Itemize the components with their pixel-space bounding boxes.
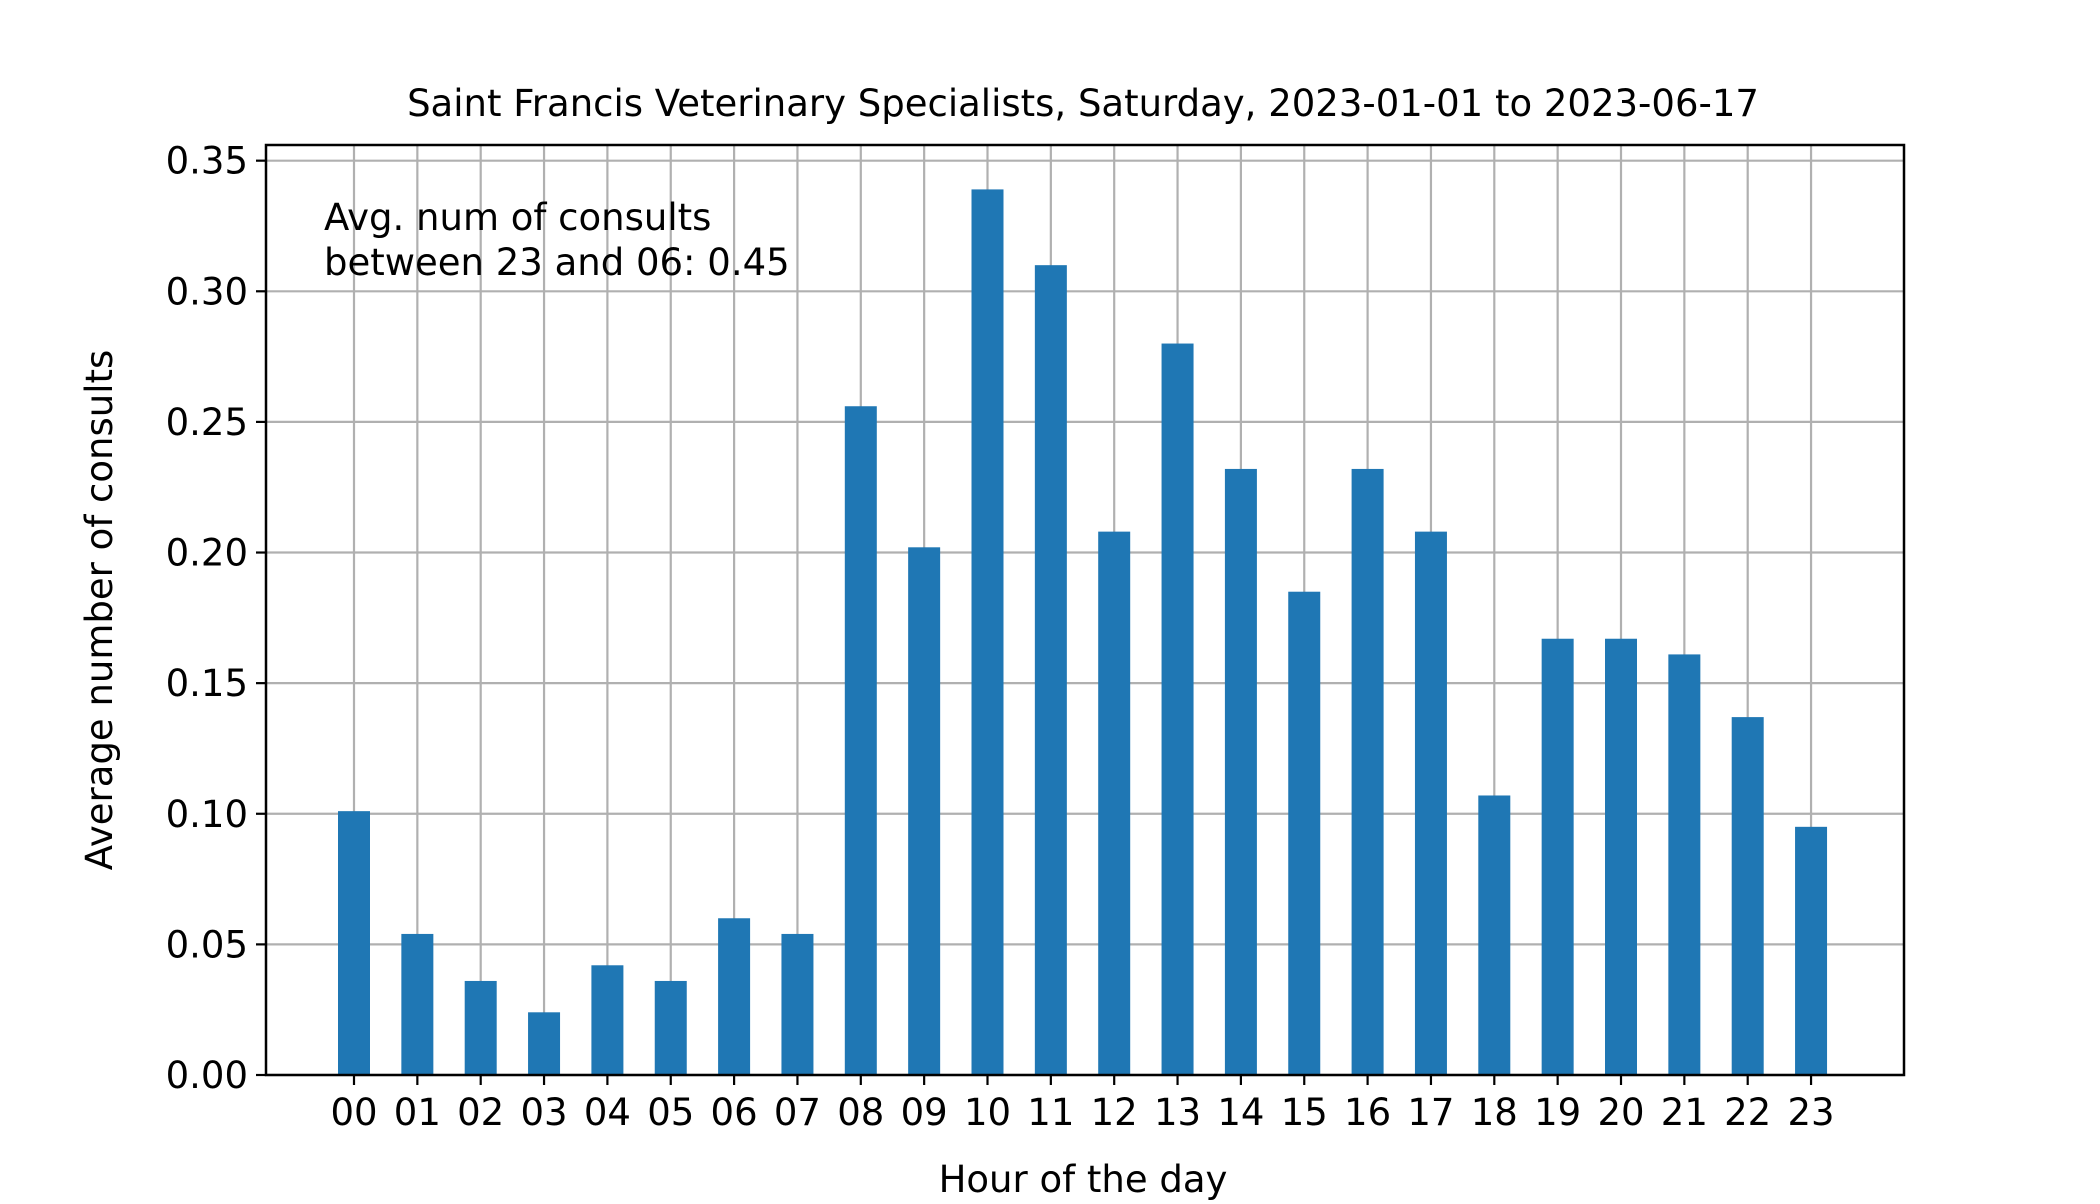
x-tick-label: 20 [1597,1091,1644,1134]
bar-hour-01 [401,933,434,1075]
bar-hour-02 [464,980,497,1075]
annotation-line-1: Avg. num of consults [324,196,711,239]
bar-hour-10 [971,189,1004,1076]
bar-hour-17 [1414,531,1447,1075]
bar-hour-23 [1795,826,1828,1075]
bar-hour-08 [844,406,877,1075]
y-tick-label: 0.05 [166,923,248,966]
y-tick-label: 0.30 [166,270,248,313]
bar-hour-21 [1668,654,1701,1075]
bar-hour-14 [1224,468,1257,1075]
bar-hour-03 [528,1012,561,1075]
x-tick-label: 07 [774,1091,821,1134]
x-tick-label: 22 [1724,1091,1771,1134]
x-tick-label: 12 [1091,1091,1138,1134]
x-tick-label: 03 [521,1091,568,1134]
y-tick-label: 0.00 [166,1054,248,1097]
x-tick-label: 21 [1661,1091,1708,1134]
y-tick-label: 0.20 [166,532,248,575]
x-tick-label: 08 [837,1091,884,1134]
bar-hour-20 [1605,638,1637,1075]
chart-title: Saint Francis Veterinary Specialists, Sa… [407,82,1759,125]
x-tick-label: 17 [1407,1091,1454,1134]
x-tick-label: 10 [964,1091,1011,1134]
x-tick-label: 05 [647,1091,694,1134]
bar-hour-13 [1161,343,1194,1076]
plot-frame [264,143,1906,1077]
bar-hour-09 [908,547,941,1075]
y-tick-label: 0.25 [166,401,248,444]
bar-hour-15 [1288,591,1321,1075]
x-tick-label: 19 [1534,1091,1581,1134]
bar-hour-19 [1541,638,1574,1075]
y-tick-label: 0.10 [166,793,248,836]
bar-hour-04 [591,965,624,1075]
bar-hour-05 [654,980,687,1075]
x-tick-label: 09 [901,1091,948,1134]
x-tick-label: 14 [1217,1091,1264,1134]
bar-hour-06 [718,918,751,1075]
bar-hour-18 [1478,795,1511,1075]
x-axis-label: Hour of the day [939,1158,1228,1200]
x-tick-label: 06 [711,1091,758,1134]
x-tick-label: 18 [1471,1091,1518,1134]
x-tick-label: 02 [457,1091,504,1134]
x-tick-label: 16 [1344,1091,1391,1134]
bar-hour-07 [781,933,814,1075]
annotation-line-2: between 23 and 06: 0.45 [324,241,790,284]
x-tick-label: 00 [330,1091,377,1134]
x-tick-label: 23 [1788,1091,1835,1134]
bar-hour-12 [1098,531,1131,1075]
x-tick-label: 01 [394,1091,441,1134]
bar-hour-11 [1034,265,1067,1075]
y-axis-label: Average number of consults [78,350,121,871]
y-tick-label: 0.15 [166,662,248,705]
x-tick-label: 13 [1154,1091,1201,1134]
x-tick-label: 04 [584,1091,631,1134]
bar-hour-00 [338,811,370,1075]
x-tick-label: 11 [1027,1091,1074,1134]
y-tick-label: 0.35 [166,140,248,183]
bar-hour-22 [1731,717,1764,1075]
bar-hour-16 [1351,468,1384,1075]
x-tick-label: 15 [1281,1091,1328,1134]
